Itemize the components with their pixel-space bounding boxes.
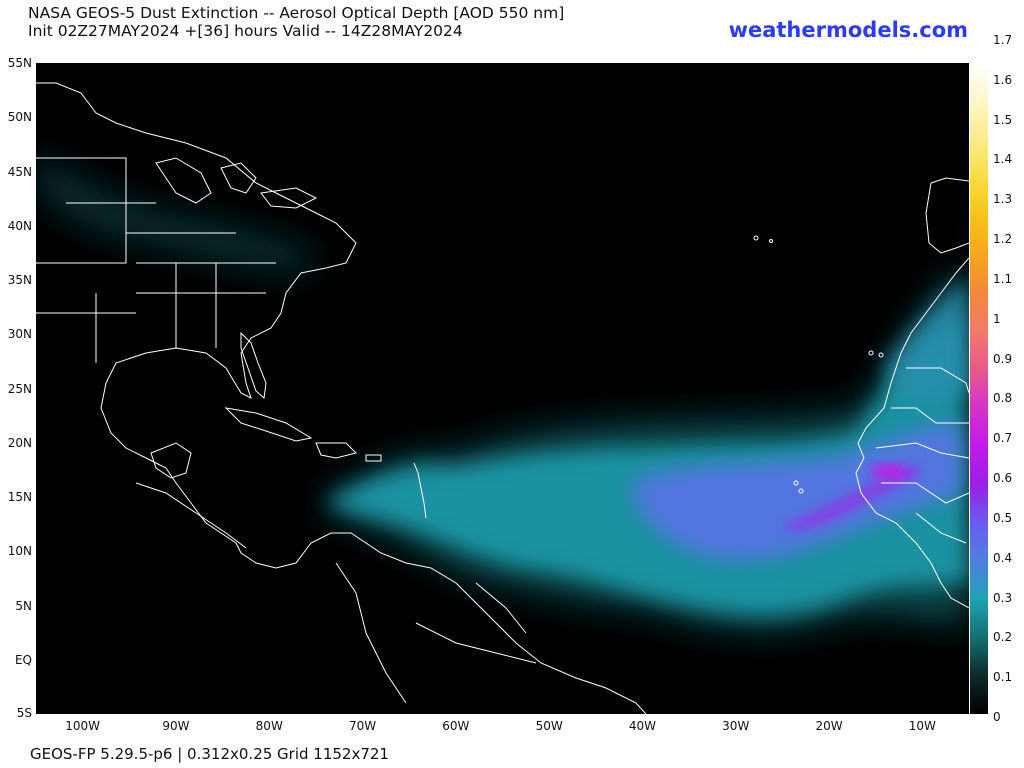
- lat-tick-label: EQ: [14, 652, 32, 667]
- lat-tick-label: 25N: [7, 381, 32, 396]
- map-title: NASA GEOS-5 Dust Extinction -- Aerosol O…: [28, 4, 565, 22]
- colorbar: [970, 63, 988, 714]
- lon-tick-label: 90W: [162, 719, 190, 733]
- colorbar-tick-label: 0.3: [993, 590, 1013, 605]
- colorbar-tick-label: 1.2: [993, 232, 1013, 247]
- lat-tick-label: 45N: [7, 164, 32, 179]
- lon-tick-label: 40W: [628, 719, 656, 733]
- lon-tick-label: 100W: [65, 719, 101, 733]
- lat-tick-label: 5N: [15, 598, 32, 613]
- colorbar-tick-label: 0.4: [993, 550, 1013, 565]
- colorbar-tick-label: 1: [993, 311, 1001, 326]
- coastlines: [36, 82, 969, 714]
- colorbar-tick-label: 0.7: [993, 431, 1013, 446]
- colorbar-tick-label: 0: [993, 710, 1001, 724]
- lat-tick-label: 10N: [7, 544, 32, 559]
- lon-tick-label: 50W: [535, 719, 563, 733]
- colorbar-tick-label: 0.5: [993, 510, 1013, 525]
- colorbar-tick-label: 0.8: [993, 391, 1013, 406]
- brand-link[interactable]: weathermodels.com: [728, 18, 968, 42]
- colorbar-tick-label: 1.7: [993, 33, 1013, 47]
- lat-tick-label: 30N: [7, 327, 32, 342]
- colorbar-tick-label: 1.6: [993, 72, 1013, 87]
- lon-tick-label: 70W: [348, 719, 377, 733]
- map-canvas: [36, 82, 969, 714]
- map-panel: [36, 63, 969, 714]
- lon-tick-label: 20W: [815, 719, 843, 733]
- colorbar-tick-label: 0.6: [993, 471, 1013, 486]
- lat-tick-label: 20N: [7, 435, 32, 450]
- colorbar-tick-label: 1.5: [993, 112, 1013, 127]
- lat-tick-label: 55N: [7, 56, 32, 70]
- lon-tick-label: 30W: [722, 719, 750, 733]
- colorbar-tick-label: 0.2: [993, 630, 1013, 645]
- lat-tick-label: 50N: [7, 110, 32, 125]
- lon-tick-label: 80W: [255, 719, 283, 733]
- lon-tick-label: 10W: [908, 719, 936, 733]
- lat-tick-label: 5S: [16, 706, 32, 720]
- model-footer: GEOS-FP 5.29.5-p6 | 0.312x0.25 Grid 1152…: [30, 745, 389, 763]
- lon-tick-label: 60W: [442, 719, 470, 733]
- colorbar-tick-label: 1.4: [993, 152, 1013, 167]
- colorbar-tick-label: 0.9: [993, 351, 1013, 366]
- colorbar-tick-label: 1.3: [993, 192, 1013, 207]
- lat-tick-label: 15N: [7, 490, 32, 504]
- colorbar-tick-label: 1.1: [993, 271, 1013, 286]
- dust-plume: [36, 153, 969, 630]
- lat-tick-label: 35N: [7, 273, 32, 287]
- map-subtitle: Init 02Z27MAY2024 +[36] hours Valid -- 1…: [28, 22, 463, 40]
- colorbar-tick-label: 0.1: [993, 670, 1013, 685]
- lat-tick-label: 40N: [7, 218, 32, 233]
